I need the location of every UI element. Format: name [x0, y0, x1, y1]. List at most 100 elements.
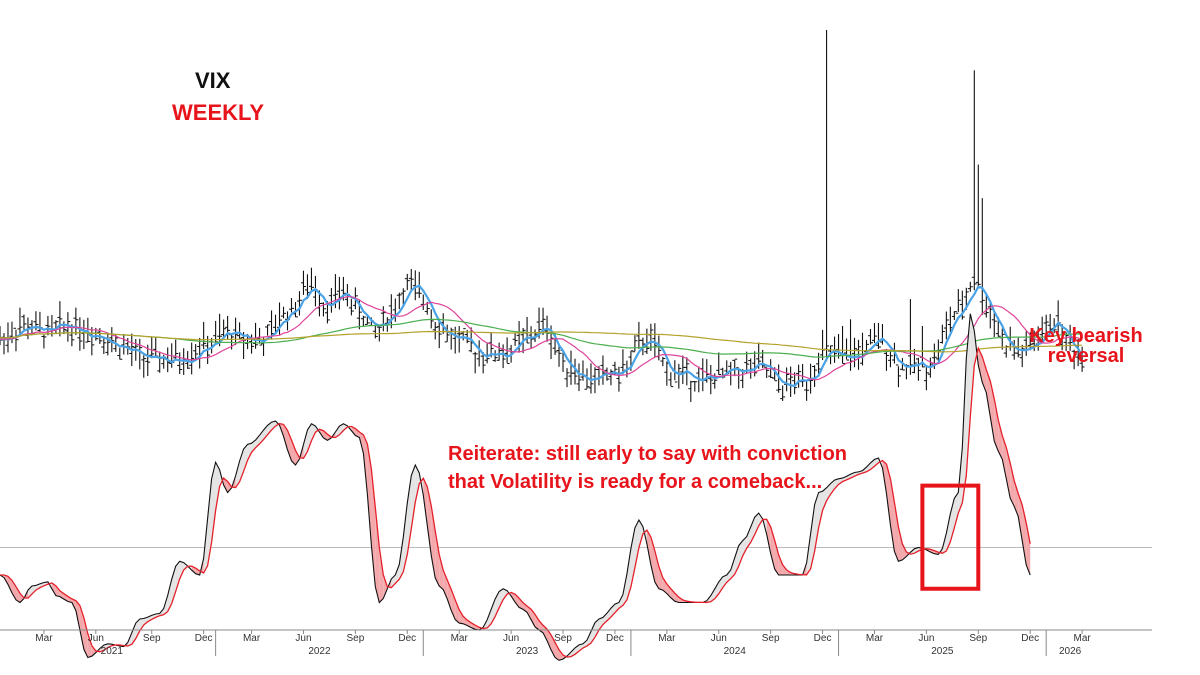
oscillator-fill — [379, 547, 384, 603]
ma-line-olive — [0, 330, 1083, 353]
price-bar — [939, 324, 945, 344]
oscillator-fill — [978, 348, 983, 383]
month-tick-label: Mar — [866, 633, 884, 644]
chart-title-timeframe: WEEKLY — [172, 100, 265, 125]
oscillator-fill — [738, 540, 743, 567]
price-bar — [788, 366, 794, 397]
price-bar — [364, 315, 370, 325]
oscillator-fill — [423, 478, 428, 526]
oscillator-fill — [367, 444, 372, 546]
price-bar — [887, 349, 893, 368]
oscillator-fill — [143, 617, 148, 625]
price-bar — [1019, 344, 1025, 368]
oscillator-fill — [614, 602, 619, 613]
price-bar — [492, 350, 498, 362]
price-bar — [472, 351, 478, 374]
price-bar — [436, 318, 442, 349]
oscillator-fill — [271, 421, 276, 431]
key-reversal-annotation: Key bearish reversal — [1016, 326, 1156, 366]
oscillator-fill — [67, 596, 72, 603]
ma-line-pink — [0, 295, 1083, 381]
oscillator-fill — [439, 554, 444, 590]
price-bar — [1079, 346, 1085, 372]
month-tick-label: Jun — [918, 633, 934, 644]
oscillator-fill — [51, 583, 56, 596]
price-bar — [336, 276, 342, 310]
month-tick-label: Jun — [503, 633, 519, 644]
price-bar — [979, 198, 985, 315]
year-tick-label: 2025 — [931, 646, 954, 657]
year-tick-label: 2023 — [516, 646, 539, 657]
moving-averages-layer — [0, 284, 1084, 388]
price-bar — [919, 326, 925, 368]
oscillator-fill — [211, 462, 216, 543]
oscillator-fill — [970, 313, 975, 417]
month-tick-label: Mar — [1074, 633, 1092, 644]
oscillator-fill — [435, 530, 440, 586]
year-tick-label: 2021 — [101, 646, 124, 657]
month-tick-label: Dec — [1021, 633, 1039, 644]
oscillator-fill — [235, 461, 240, 488]
oscillator-fill — [886, 464, 891, 526]
oscillator-fill — [742, 536, 747, 556]
price-bar — [915, 357, 921, 381]
annotations-layer — [920, 483, 981, 591]
price-bar — [81, 319, 87, 350]
comment-annotation: Reiterate: still early to say with convi… — [448, 440, 847, 496]
oscillator-fill — [339, 423, 344, 435]
price-bar — [852, 337, 858, 368]
price-bar — [296, 291, 302, 316]
oscillator-fill — [459, 609, 464, 624]
price-bar — [1071, 349, 1077, 370]
month-tick-label: Mar — [451, 633, 469, 644]
price-bar — [796, 364, 802, 388]
month-tick-label: Sep — [762, 633, 780, 644]
price-bar — [991, 312, 997, 337]
oscillator-fill — [55, 585, 60, 597]
price-bar — [812, 365, 818, 387]
oscillator-fill — [766, 519, 771, 554]
price-bar — [951, 311, 957, 320]
oscillator-fill — [579, 643, 583, 652]
price-bar — [41, 334, 47, 349]
month-tick-label: Dec — [398, 633, 416, 644]
price-bar — [221, 319, 227, 339]
price-bar — [400, 288, 406, 306]
oscillator-fill — [183, 562, 188, 570]
month-tick-label: Dec — [606, 633, 624, 644]
oscillator-fill — [634, 520, 639, 568]
price-bar — [57, 301, 63, 337]
oscillator-fill — [599, 617, 603, 630]
oscillator-fill — [535, 614, 540, 630]
price-bar — [85, 317, 91, 343]
oscillator-fill — [103, 643, 108, 651]
price-bar — [664, 361, 670, 386]
price-bar — [217, 313, 223, 347]
highlight-box — [920, 483, 981, 591]
price-bar — [452, 326, 458, 354]
year-tick-label: 2024 — [724, 646, 747, 657]
comment-line-2: that Volatility is ready for a comeback.… — [448, 471, 823, 493]
oscillator-fill — [654, 551, 659, 589]
oscillator-fill — [411, 465, 416, 529]
price-bar — [512, 332, 518, 346]
price-bar — [700, 358, 706, 392]
price-bar — [189, 342, 195, 375]
oscillator-fill — [830, 480, 835, 495]
price-bar — [1039, 316, 1045, 344]
oscillator-fill — [135, 619, 140, 639]
price-bar — [117, 347, 123, 360]
price-bar — [780, 385, 786, 401]
oscillator-fill — [139, 618, 144, 631]
price-bar — [193, 344, 199, 362]
oscillator-fill — [1026, 522, 1031, 575]
oscillator-fill — [662, 577, 667, 594]
price-bar — [0, 326, 3, 346]
oscillator-fill — [874, 458, 879, 467]
oscillator-fill — [20, 593, 24, 603]
price-bar — [792, 372, 798, 395]
oscillator-fill — [283, 424, 288, 450]
month-tick-label: Sep — [554, 633, 572, 644]
oscillator-fill — [527, 606, 532, 620]
